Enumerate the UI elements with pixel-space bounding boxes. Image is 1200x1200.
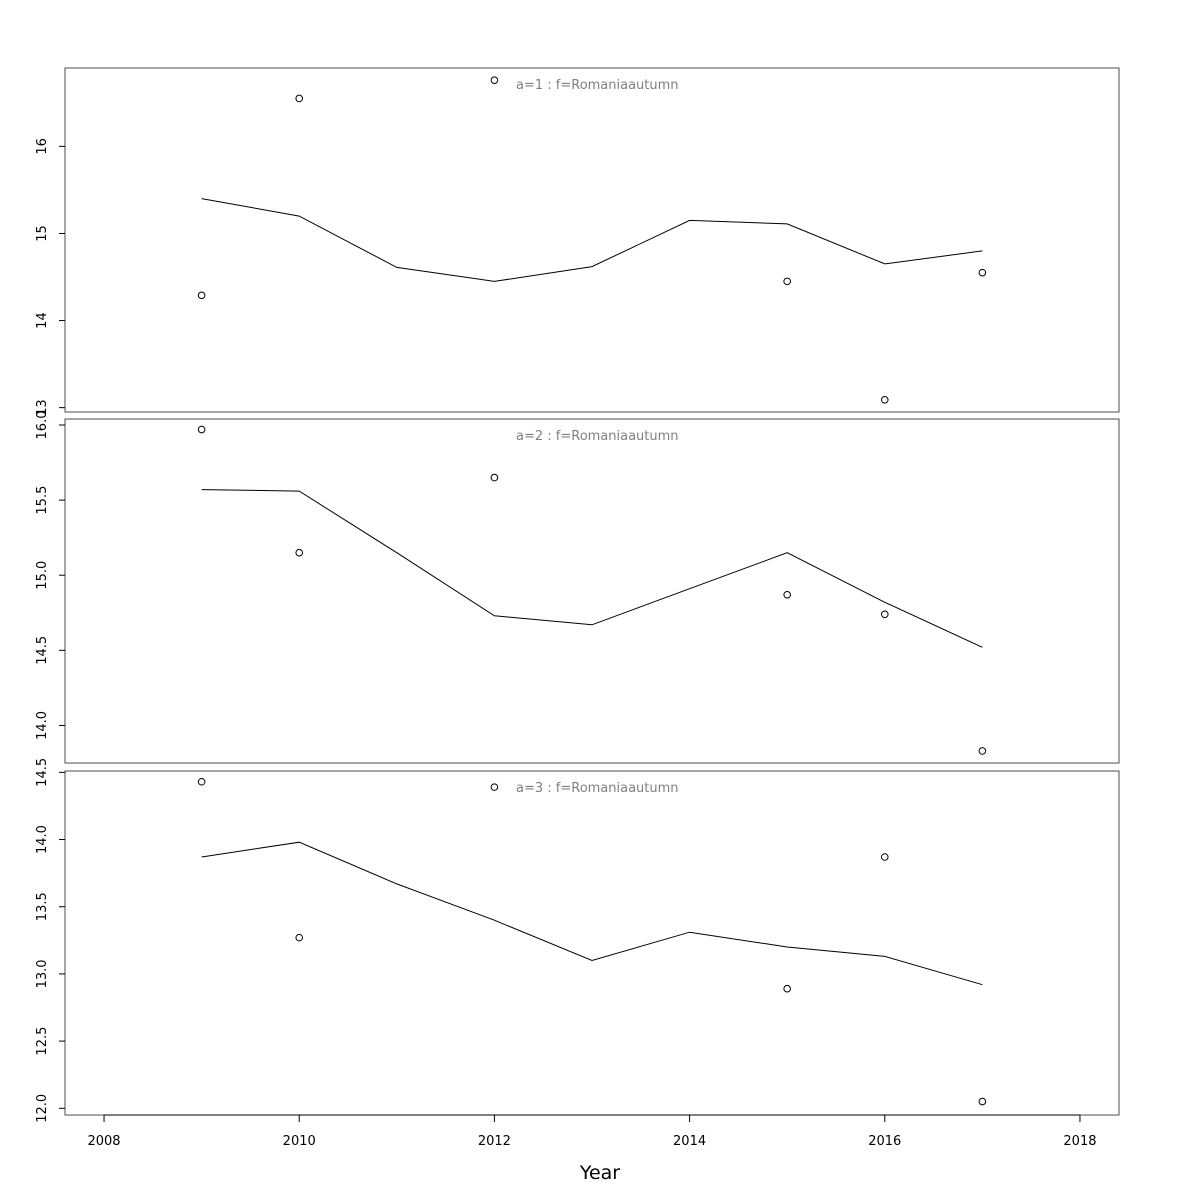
x-tick-label: 2018: [1063, 1134, 1096, 1149]
y-tick-label: 16: [35, 138, 50, 155]
panel-frame: [64, 418, 1120, 764]
observed-point: [490, 76, 499, 84]
y-tick-label: 14.0: [35, 711, 50, 740]
observed-point: [197, 777, 206, 786]
y-tick-label: 12.5: [35, 1027, 50, 1056]
y-tick-label: 14.5: [35, 636, 50, 665]
observed-point: [783, 277, 791, 286]
observed-point: [880, 610, 889, 619]
x-tick-label: 2012: [478, 1134, 511, 1149]
y-tick-label: 15: [35, 225, 50, 242]
panel-strip-label: a=2 : f=Romaniaautumn: [516, 429, 679, 444]
observed-point: [490, 473, 499, 482]
x-tick-label: 2008: [87, 1134, 120, 1149]
panel-3: a=3 : f=Romaniaautumn 12.0 12.5 13.0 13.5 14.…: [35, 758, 1120, 1123]
y-tick-label: 15.0: [35, 561, 50, 590]
y-tick-label: 13: [35, 399, 50, 416]
panel-strip-label: a=3 : f=Romaniaautumn: [516, 781, 679, 796]
fitted-series-line: [201, 841, 983, 986]
y-tick-label: 14.0: [35, 825, 50, 854]
x-tick-label: 2016: [868, 1134, 901, 1149]
observed-point: [197, 425, 206, 434]
fitted-series-line: [201, 198, 983, 282]
y-tick-label: 14: [35, 312, 50, 329]
observed-point: [880, 853, 889, 861]
x-tick-label: 2010: [283, 1134, 316, 1149]
observed-point: [197, 291, 206, 300]
y-tick-label: 16.0: [35, 411, 50, 440]
y-tick-label: 14.5: [35, 758, 50, 787]
observed-point: [295, 548, 304, 557]
panels-layer: a=1 : f=Romaniaautumn 13 14 15 16 a=2 : f=Rom…: [35, 67, 1120, 1123]
observed-point: [783, 984, 791, 993]
observed-point: [978, 1097, 987, 1106]
observed-point: [978, 268, 987, 277]
observed-point: [490, 783, 499, 791]
panel-2: a=2 : f=Romaniaautumn 14.0 14.5 15.0 15.5 16.…: [35, 411, 1120, 764]
x-tick-label: 2014: [673, 1134, 706, 1149]
panel-frame: [64, 67, 1120, 413]
y-tick-label: 13.0: [35, 959, 50, 988]
x-axis: 2008 2010 2012 2014 2016 2018: [87, 1114, 1097, 1149]
x-axis-title: Year: [579, 1162, 620, 1184]
y-tick-label: 15.5: [35, 486, 50, 515]
y-tick-label: 12.0: [35, 1094, 50, 1123]
fitted-series-line: [201, 489, 983, 648]
y-tick-label: 13.5: [35, 892, 50, 921]
observed-point: [880, 396, 889, 404]
panel-frame: [64, 770, 1120, 1116]
panel-1: a=1 : f=Romaniaautumn 13 14 15 16: [35, 67, 1120, 416]
observed-point: [978, 747, 987, 755]
observed-point: [295, 94, 304, 103]
panel-strip-label: a=1 : f=Romaniaautumn: [516, 78, 679, 93]
observed-point: [783, 590, 791, 599]
observed-point: [295, 933, 304, 942]
